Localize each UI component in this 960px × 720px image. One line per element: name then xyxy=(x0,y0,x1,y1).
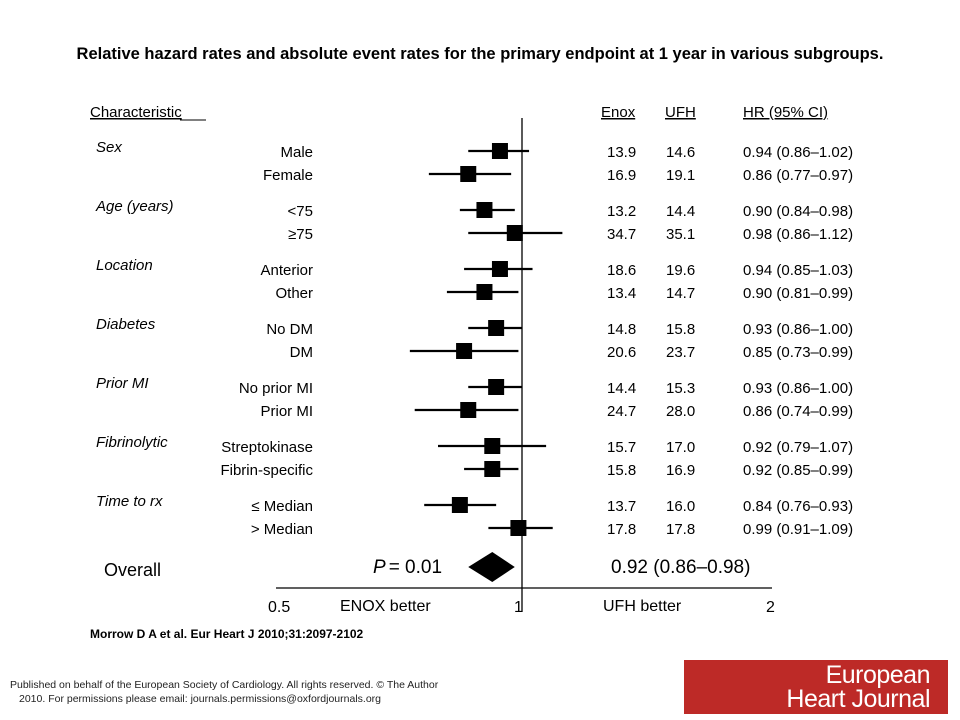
header-ufh: UFH xyxy=(665,104,696,121)
hr-ci-text: 0.94 (0.86–1.02) xyxy=(743,144,853,161)
hr-ci-text: 0.93 (0.86–1.00) xyxy=(743,380,853,397)
favor-right-label: UFH better xyxy=(603,598,682,615)
subgroup-label: ≥75 xyxy=(288,226,313,243)
ufh-rate: 14.4 xyxy=(666,203,695,220)
footer-line-2: 2010. For permissions please email: jour… xyxy=(19,693,381,705)
hr-marker xyxy=(484,461,501,477)
ufh-rate: 23.7 xyxy=(666,344,695,361)
hr-marker xyxy=(476,284,493,300)
citation: Morrow D A et al. Eur Heart J 2010;31:20… xyxy=(90,627,364,641)
group-label: Prior MI xyxy=(96,375,149,392)
x-tick-2: 2 xyxy=(766,599,775,616)
hr-ci-text: 0.98 (0.86–1.12) xyxy=(743,226,853,243)
enox-rate: 17.8 xyxy=(607,521,636,538)
overall-hr-ci: 0.92 (0.86–0.98) xyxy=(611,557,750,578)
copyright-footer: Published on behalf of the European Soci… xyxy=(10,678,530,706)
favor-left-label: ENOX better xyxy=(340,598,431,615)
hr-marker xyxy=(460,166,477,182)
enox-rate: 13.9 xyxy=(607,144,636,161)
subgroup-label: <75 xyxy=(288,203,313,220)
enox-rate: 18.6 xyxy=(607,262,636,279)
ufh-rate: 17.8 xyxy=(666,521,695,538)
hr-marker xyxy=(510,520,527,536)
footer-line-1: Published on behalf of the European Soci… xyxy=(10,679,439,691)
ufh-rate: 28.0 xyxy=(666,403,695,420)
group-label: Sex xyxy=(96,139,122,156)
group-label: Fibrinolytic xyxy=(96,434,168,451)
journal-logo[interactable]: European Heart Journal xyxy=(684,660,948,714)
header-hr-ci: HR (95% CI) xyxy=(743,104,828,121)
subgroup-label: > Median xyxy=(251,521,313,538)
hr-ci-text: 0.94 (0.85–1.03) xyxy=(743,262,853,279)
hr-ci-text: 0.86 (0.77–0.97) xyxy=(743,167,853,184)
group-label: Location xyxy=(96,257,153,274)
ufh-rate: 19.1 xyxy=(666,167,695,184)
hr-ci-text: 0.90 (0.81–0.99) xyxy=(743,285,853,302)
overall-diamond xyxy=(468,552,515,582)
hr-ci-text: 0.85 (0.73–0.99) xyxy=(743,344,853,361)
figure-title: Relative hazard rates and absolute event… xyxy=(76,45,884,63)
hr-ci-text: 0.92 (0.85–0.99) xyxy=(743,462,853,479)
hr-ci-text: 0.99 (0.91–1.09) xyxy=(743,521,853,538)
subgroup-label: Prior MI xyxy=(261,403,314,420)
ufh-rate: 19.6 xyxy=(666,262,695,279)
subgroup-label: DM xyxy=(290,344,313,361)
hr-marker xyxy=(484,438,501,454)
enox-rate: 14.4 xyxy=(607,380,636,397)
hr-marker xyxy=(506,225,523,241)
subgroup-label: No prior MI xyxy=(239,380,313,397)
subgroup-label: Male xyxy=(280,144,313,161)
subgroup-label: No DM xyxy=(266,321,313,338)
hr-marker xyxy=(460,402,477,418)
x-tick-0.5: 0.5 xyxy=(268,599,290,616)
enox-rate: 15.8 xyxy=(607,462,636,479)
enox-rate: 13.4 xyxy=(607,285,636,302)
enox-rate: 20.6 xyxy=(607,344,636,361)
header-enox: Enox xyxy=(601,104,636,121)
logo-line-1: European xyxy=(825,661,931,689)
logo-line-2: Heart Journal xyxy=(786,685,930,713)
overall-label: Overall xyxy=(104,560,161,580)
ufh-rate: 16.0 xyxy=(666,498,695,515)
subgroup-label: Other xyxy=(275,285,313,302)
hr-marker xyxy=(476,202,493,218)
group-label: Time to rx xyxy=(96,493,163,510)
group-label: Diabetes xyxy=(96,316,156,333)
hr-ci-text: 0.84 (0.76–0.93) xyxy=(743,498,853,515)
ufh-rate: 17.0 xyxy=(666,439,695,456)
ufh-rate: 15.8 xyxy=(666,321,695,338)
enox-rate: 13.2 xyxy=(607,203,636,220)
ufh-rate: 14.6 xyxy=(666,144,695,161)
ufh-rate: 35.1 xyxy=(666,226,695,243)
hr-marker xyxy=(491,261,508,277)
enox-rate: 13.7 xyxy=(607,498,636,515)
overall-p-value: P = 0.01 xyxy=(373,557,442,578)
hr-ci-text: 0.86 (0.74–0.99) xyxy=(743,403,853,420)
subgroup-label: ≤ Median xyxy=(251,498,313,515)
header-characteristic: Characteristic xyxy=(90,104,182,121)
hr-ci-text: 0.90 (0.84–0.98) xyxy=(743,203,853,220)
subgroup-label: Anterior xyxy=(260,262,313,279)
subgroup-label: Streptokinase xyxy=(221,439,313,456)
enox-rate: 15.7 xyxy=(607,439,636,456)
x-tick-1: 1 xyxy=(514,599,523,616)
enox-rate: 24.7 xyxy=(607,403,636,420)
enox-rate: 14.8 xyxy=(607,321,636,338)
group-label: Age (years) xyxy=(95,198,174,215)
enox-rate: 34.7 xyxy=(607,226,636,243)
subgroup-label: Fibrin-specific xyxy=(220,462,313,479)
forest-plot: Characteristic Enox UFH HR (95% CI) Sex M… xyxy=(90,104,853,616)
hr-marker xyxy=(488,320,505,336)
enox-rate: 16.9 xyxy=(607,167,636,184)
hr-marker xyxy=(488,379,505,395)
hr-marker xyxy=(451,497,468,513)
hr-ci-text: 0.92 (0.79–1.07) xyxy=(743,439,853,456)
hr-ci-text: 0.93 (0.86–1.00) xyxy=(743,321,853,338)
ufh-rate: 15.3 xyxy=(666,380,695,397)
ufh-rate: 14.7 xyxy=(666,285,695,302)
subgroup-label: Female xyxy=(263,167,313,184)
hr-marker xyxy=(456,343,473,359)
ufh-rate: 16.9 xyxy=(666,462,695,479)
hr-marker xyxy=(491,143,508,159)
